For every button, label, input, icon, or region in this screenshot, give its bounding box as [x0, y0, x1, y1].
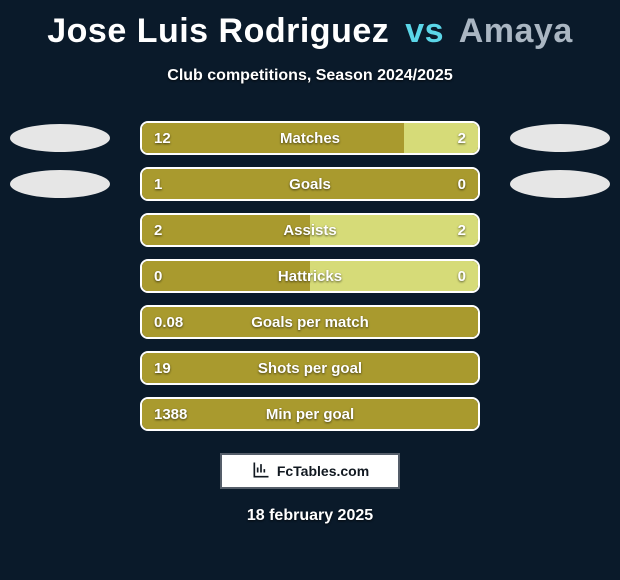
- stat-row: 12Matches2: [0, 121, 620, 155]
- stat-rows: 12Matches21Goals02Assists20Hattricks00.0…: [0, 121, 620, 431]
- player1-oval: [10, 124, 110, 152]
- chart-icon: [251, 460, 271, 483]
- stat-value-right: 0: [458, 169, 466, 199]
- stat-bar: 0Hattricks0: [140, 259, 480, 293]
- stat-label: Assists: [142, 215, 478, 245]
- brand-text: FcTables.com: [277, 463, 369, 479]
- stat-bar: 1388Min per goal: [140, 397, 480, 431]
- stat-bar: 2Assists2: [140, 213, 480, 247]
- stat-row: 1Goals0: [0, 167, 620, 201]
- title-player2: Amaya: [459, 12, 573, 50]
- stat-row: 0.08Goals per match: [0, 305, 620, 339]
- stat-value-right: 0: [458, 261, 466, 291]
- stat-row: 0Hattricks0: [0, 259, 620, 293]
- subtitle: Club competitions, Season 2024/2025: [0, 67, 620, 85]
- stat-value-right: 2: [458, 123, 466, 153]
- date-label: 18 february 2025: [0, 507, 620, 525]
- stat-bar: 19Shots per goal: [140, 351, 480, 385]
- player2-oval: [510, 124, 610, 152]
- stat-row: 2Assists2: [0, 213, 620, 247]
- stat-label: Goals per match: [142, 307, 478, 337]
- player1-oval: [10, 170, 110, 198]
- stat-bar: 0.08Goals per match: [140, 305, 480, 339]
- stat-bar: 12Matches2: [140, 121, 480, 155]
- stat-row: 1388Min per goal: [0, 397, 620, 431]
- stat-label: Matches: [142, 123, 478, 153]
- brand-badge[interactable]: FcTables.com: [220, 453, 400, 489]
- title-vs: vs: [405, 12, 444, 50]
- stat-bar: 1Goals0: [140, 167, 480, 201]
- title-player1: Jose Luis Rodriguez: [47, 12, 389, 50]
- stat-label: Goals: [142, 169, 478, 199]
- stat-label: Shots per goal: [142, 353, 478, 383]
- stat-row: 19Shots per goal: [0, 351, 620, 385]
- stat-label: Min per goal: [142, 399, 478, 429]
- comparison-title: Jose Luis Rodriguez vs Amaya: [0, 0, 620, 51]
- stat-label: Hattricks: [142, 261, 478, 291]
- player2-oval: [510, 170, 610, 198]
- stat-value-right: 2: [458, 215, 466, 245]
